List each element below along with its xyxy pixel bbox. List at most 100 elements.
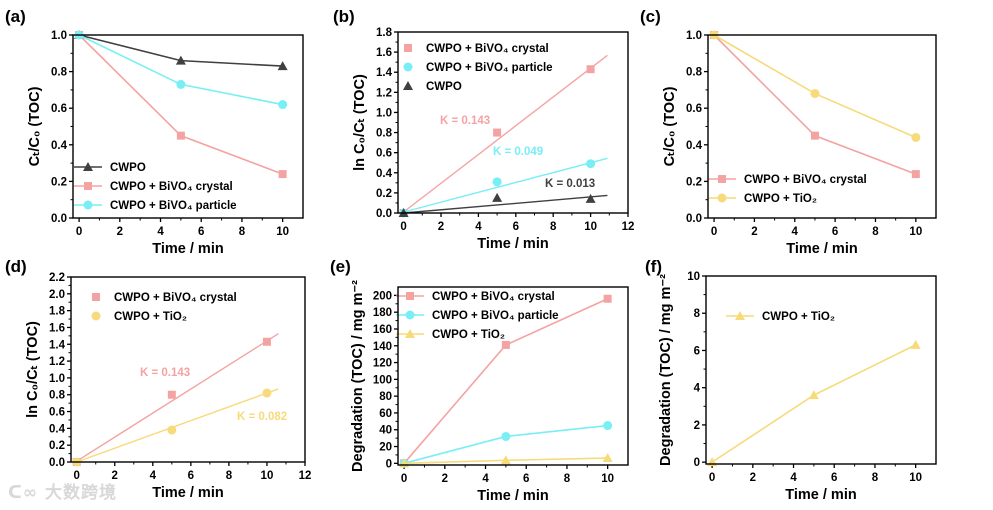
data-point <box>810 131 819 140</box>
series-cwpo-bivo-crystal: CWPO + BiVO₄ crystal <box>708 31 920 186</box>
x-tick-label: 10 <box>909 226 922 238</box>
fit-line <box>403 194 608 214</box>
series-cwpo-tio-: CWPO + TiO₂ <box>396 329 613 468</box>
y-tick-label: 8 <box>694 308 701 320</box>
x-tick-label: 10 <box>261 470 274 482</box>
data-point <box>262 337 271 346</box>
data-point <box>911 132 921 142</box>
y-tick-label: 6 <box>694 345 700 357</box>
data-point <box>167 390 176 399</box>
data-point <box>167 425 177 435</box>
data-point <box>586 159 596 169</box>
plot-frame <box>707 34 937 219</box>
data-point <box>175 55 186 65</box>
x-tick-label: 6 <box>523 473 529 485</box>
legend-label: CWPO + TiO₂ <box>432 329 505 341</box>
y-tick-label: 20 <box>379 442 392 454</box>
chart-panel-a: (a) 0 2 4 6 8 10 0.0 0.2 0.4 0.6 0.8 1.0 Time / min Cₜ… <box>5 7 304 257</box>
chart-panel-b: (b) 0 2 4 6 8 10 12 0.0 0.2 0.4 0.6 0.8 1.0 1.2 1.4 1.6 1… <box>333 7 634 252</box>
y-tick-label: 0 <box>694 457 700 469</box>
data-point <box>910 339 921 349</box>
x-tick-label: 8 <box>239 226 246 238</box>
y-tick-label: 1.0 <box>49 373 65 385</box>
series-line <box>713 34 917 175</box>
legend-label: CWPO + BiVO₄ crystal <box>110 181 233 193</box>
data-point <box>500 455 511 465</box>
x-axis-title: Time / min <box>477 236 548 252</box>
y-tick-label: 0.0 <box>51 213 67 225</box>
y-tick-label: 0.8 <box>51 67 68 79</box>
data-point <box>277 61 288 71</box>
legend-marker <box>406 292 414 300</box>
legend-marker <box>91 311 101 321</box>
panel-label: (a) <box>5 7 26 26</box>
series-cwpo-bivo-crystal: CWPO + BiVO₄ crystal <box>74 31 287 193</box>
rate-constant-label: K = 0.082 <box>237 411 287 423</box>
legend-marker <box>84 182 92 190</box>
x-tick-label: 10 <box>601 473 614 485</box>
data-point <box>492 192 503 202</box>
y-tick-label: 0 <box>386 458 392 470</box>
data-point <box>262 388 272 398</box>
data-point <box>808 390 819 400</box>
legend-marker <box>403 81 413 90</box>
plot-frame <box>70 276 306 463</box>
data-point <box>603 421 613 431</box>
data-point <box>278 170 287 179</box>
y-axis-title: Degradation (TOC) / mg m⁻² <box>350 280 366 472</box>
chart-panel-c: (c) 0 2 4 6 8 10 0.0 0.2 0.4 0.6 0.8 1.0 Time / min Cₜ… <box>640 7 937 257</box>
data-point <box>585 193 596 203</box>
plot-frame <box>72 34 304 219</box>
x-tick-label: 2 <box>117 226 123 238</box>
legend-marker <box>92 293 100 301</box>
y-tick-label: 200 <box>373 290 392 302</box>
x-tick-label: 4 <box>475 221 482 233</box>
legend-marker <box>405 329 415 338</box>
x-tick-label: 0 <box>709 472 715 484</box>
x-tick-label: 4 <box>790 472 797 484</box>
x-tick-label: 8 <box>550 221 557 233</box>
watermark-logo: ᑕ∞ 大数跨境 <box>8 483 117 503</box>
legend-label: CWPO + TiO₂ <box>114 311 187 323</box>
chart-panel-e: (e)0 2 4 6 8 10020406080100120140160180200Tim… <box>330 257 629 504</box>
chart-panel-d: (d) 0 2 4 6 8 10 12 0.0 0.2 0.4 0.6 0.8 1.0 1.2 1.4 1.6 1… <box>5 257 311 501</box>
y-tick-label: 1.0 <box>51 30 67 42</box>
rate-constant-label: K = 0.049 <box>493 146 543 158</box>
y-tick-label: 0.4 <box>376 168 393 180</box>
y-axis-title: ln C₀/Cₜ (TOC) <box>352 74 368 171</box>
x-tick-label: 6 <box>188 470 194 482</box>
legend-marker <box>405 310 415 320</box>
y-tick-label: 120 <box>373 358 392 370</box>
y-tick-label: 0.2 <box>51 176 67 188</box>
legend-label: CWPO + BiVO₄ crystal <box>432 291 555 303</box>
x-tick-label: 8 <box>872 226 879 238</box>
y-tick-label: 0.4 <box>49 423 66 435</box>
series-line <box>713 34 917 139</box>
y-tick-label: 2.2 <box>49 272 65 284</box>
legend-label: CWPO + BiVO₄ crystal <box>114 292 237 304</box>
fit-line <box>403 157 608 213</box>
data-point <box>586 65 595 74</box>
data-point <box>176 79 186 89</box>
x-tick-label: 12 <box>299 470 312 482</box>
x-tick-label: 2 <box>751 226 757 238</box>
x-tick-label: 0 <box>74 470 80 482</box>
y-tick-label: 0.0 <box>49 457 65 469</box>
legend-label: CWPO <box>110 162 146 174</box>
rate-constant-label: K = 0.143 <box>140 367 190 379</box>
y-tick-label: 80 <box>379 391 392 403</box>
panel-label: (d) <box>5 257 27 276</box>
y-tick-label: 100 <box>373 374 392 386</box>
y-tick-label: 0.6 <box>686 103 702 115</box>
series-cwpo: CWPO <box>74 30 288 174</box>
x-tick-label: 4 <box>482 473 489 485</box>
y-tick-label: 2.0 <box>49 289 65 301</box>
x-axis-title: Time / min <box>152 485 223 501</box>
fit-line <box>76 333 279 462</box>
series-line <box>78 34 283 106</box>
panel-label: (b) <box>333 7 355 26</box>
data-point <box>501 340 510 349</box>
legend-label: CWPO + BiVO₄ crystal <box>744 174 867 186</box>
y-tick-label: 1.6 <box>49 322 65 334</box>
y-axis-title: Cₜ/C₀ (TOC) <box>662 86 678 166</box>
